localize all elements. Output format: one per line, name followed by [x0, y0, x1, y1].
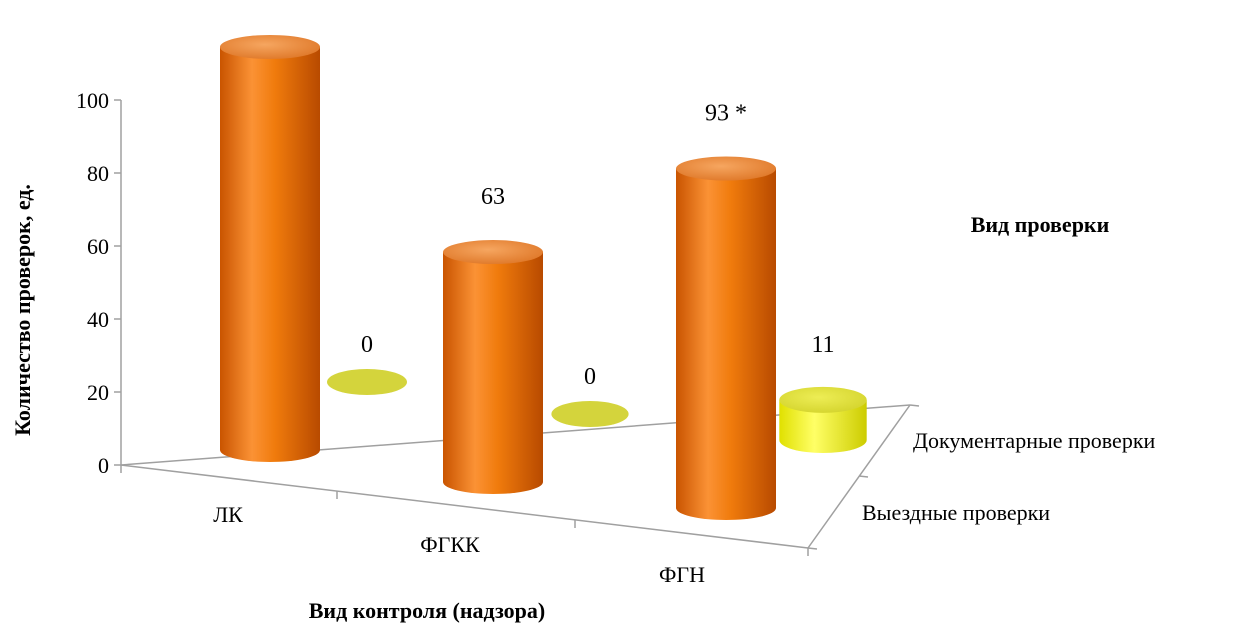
bar [779, 386, 867, 453]
bars [220, 35, 867, 521]
x-axis-title: Вид контроля (надзора) [309, 598, 545, 623]
bar [551, 401, 629, 427]
series-axis-label: Документарные проверки [913, 428, 1156, 453]
bar-top [676, 156, 776, 181]
bar [676, 156, 776, 521]
data-label: 63 [481, 184, 505, 210]
data-label: 112 [252, 0, 287, 5]
data-label: 93 * [705, 101, 747, 127]
series-axis-labels: Документарные проверки Выездные проверки [862, 428, 1156, 525]
bar-side [779, 399, 867, 453]
z-tick [909, 404, 920, 407]
data-label: 0 [361, 332, 373, 358]
bar-side [676, 168, 776, 521]
bar-zero-disc [551, 401, 629, 427]
y-ticks: 0 20 40 60 80 100 [76, 88, 121, 478]
series-axis-label: Выездные проверки [862, 500, 1050, 525]
bar-side [220, 47, 320, 462]
bar-top [779, 386, 867, 413]
data-label: 0 [584, 364, 596, 390]
category-label: ФГКК [420, 532, 480, 557]
bar [443, 240, 543, 494]
depth-axis-title: Вид проверки [971, 212, 1110, 237]
y-tick-label: 20 [87, 380, 109, 405]
y-tick-label: 40 [87, 307, 109, 332]
z-tick [858, 475, 869, 478]
bar-top [220, 35, 320, 59]
data-labels: 0 0 11 112 63 93 * [252, 0, 834, 390]
y-tick-label: 0 [98, 453, 109, 478]
bar-side [443, 252, 543, 494]
floor-front-edge [120, 464, 809, 549]
category-labels: ЛК ФГКК ФГН [213, 502, 705, 587]
y-tick-label: 60 [87, 234, 109, 259]
bar-zero-disc [327, 369, 407, 395]
category-label: ФГН [659, 562, 705, 587]
bar [327, 369, 407, 395]
category-label: ЛК [213, 502, 243, 527]
z-tick [807, 547, 818, 550]
bar-top [443, 240, 543, 265]
y-tick-label: 80 [87, 161, 109, 186]
y-axis-title: Количество проверок, ед. [10, 184, 35, 436]
y-tick-label: 100 [76, 88, 109, 113]
bar [220, 35, 320, 462]
data-label: 11 [811, 332, 834, 358]
